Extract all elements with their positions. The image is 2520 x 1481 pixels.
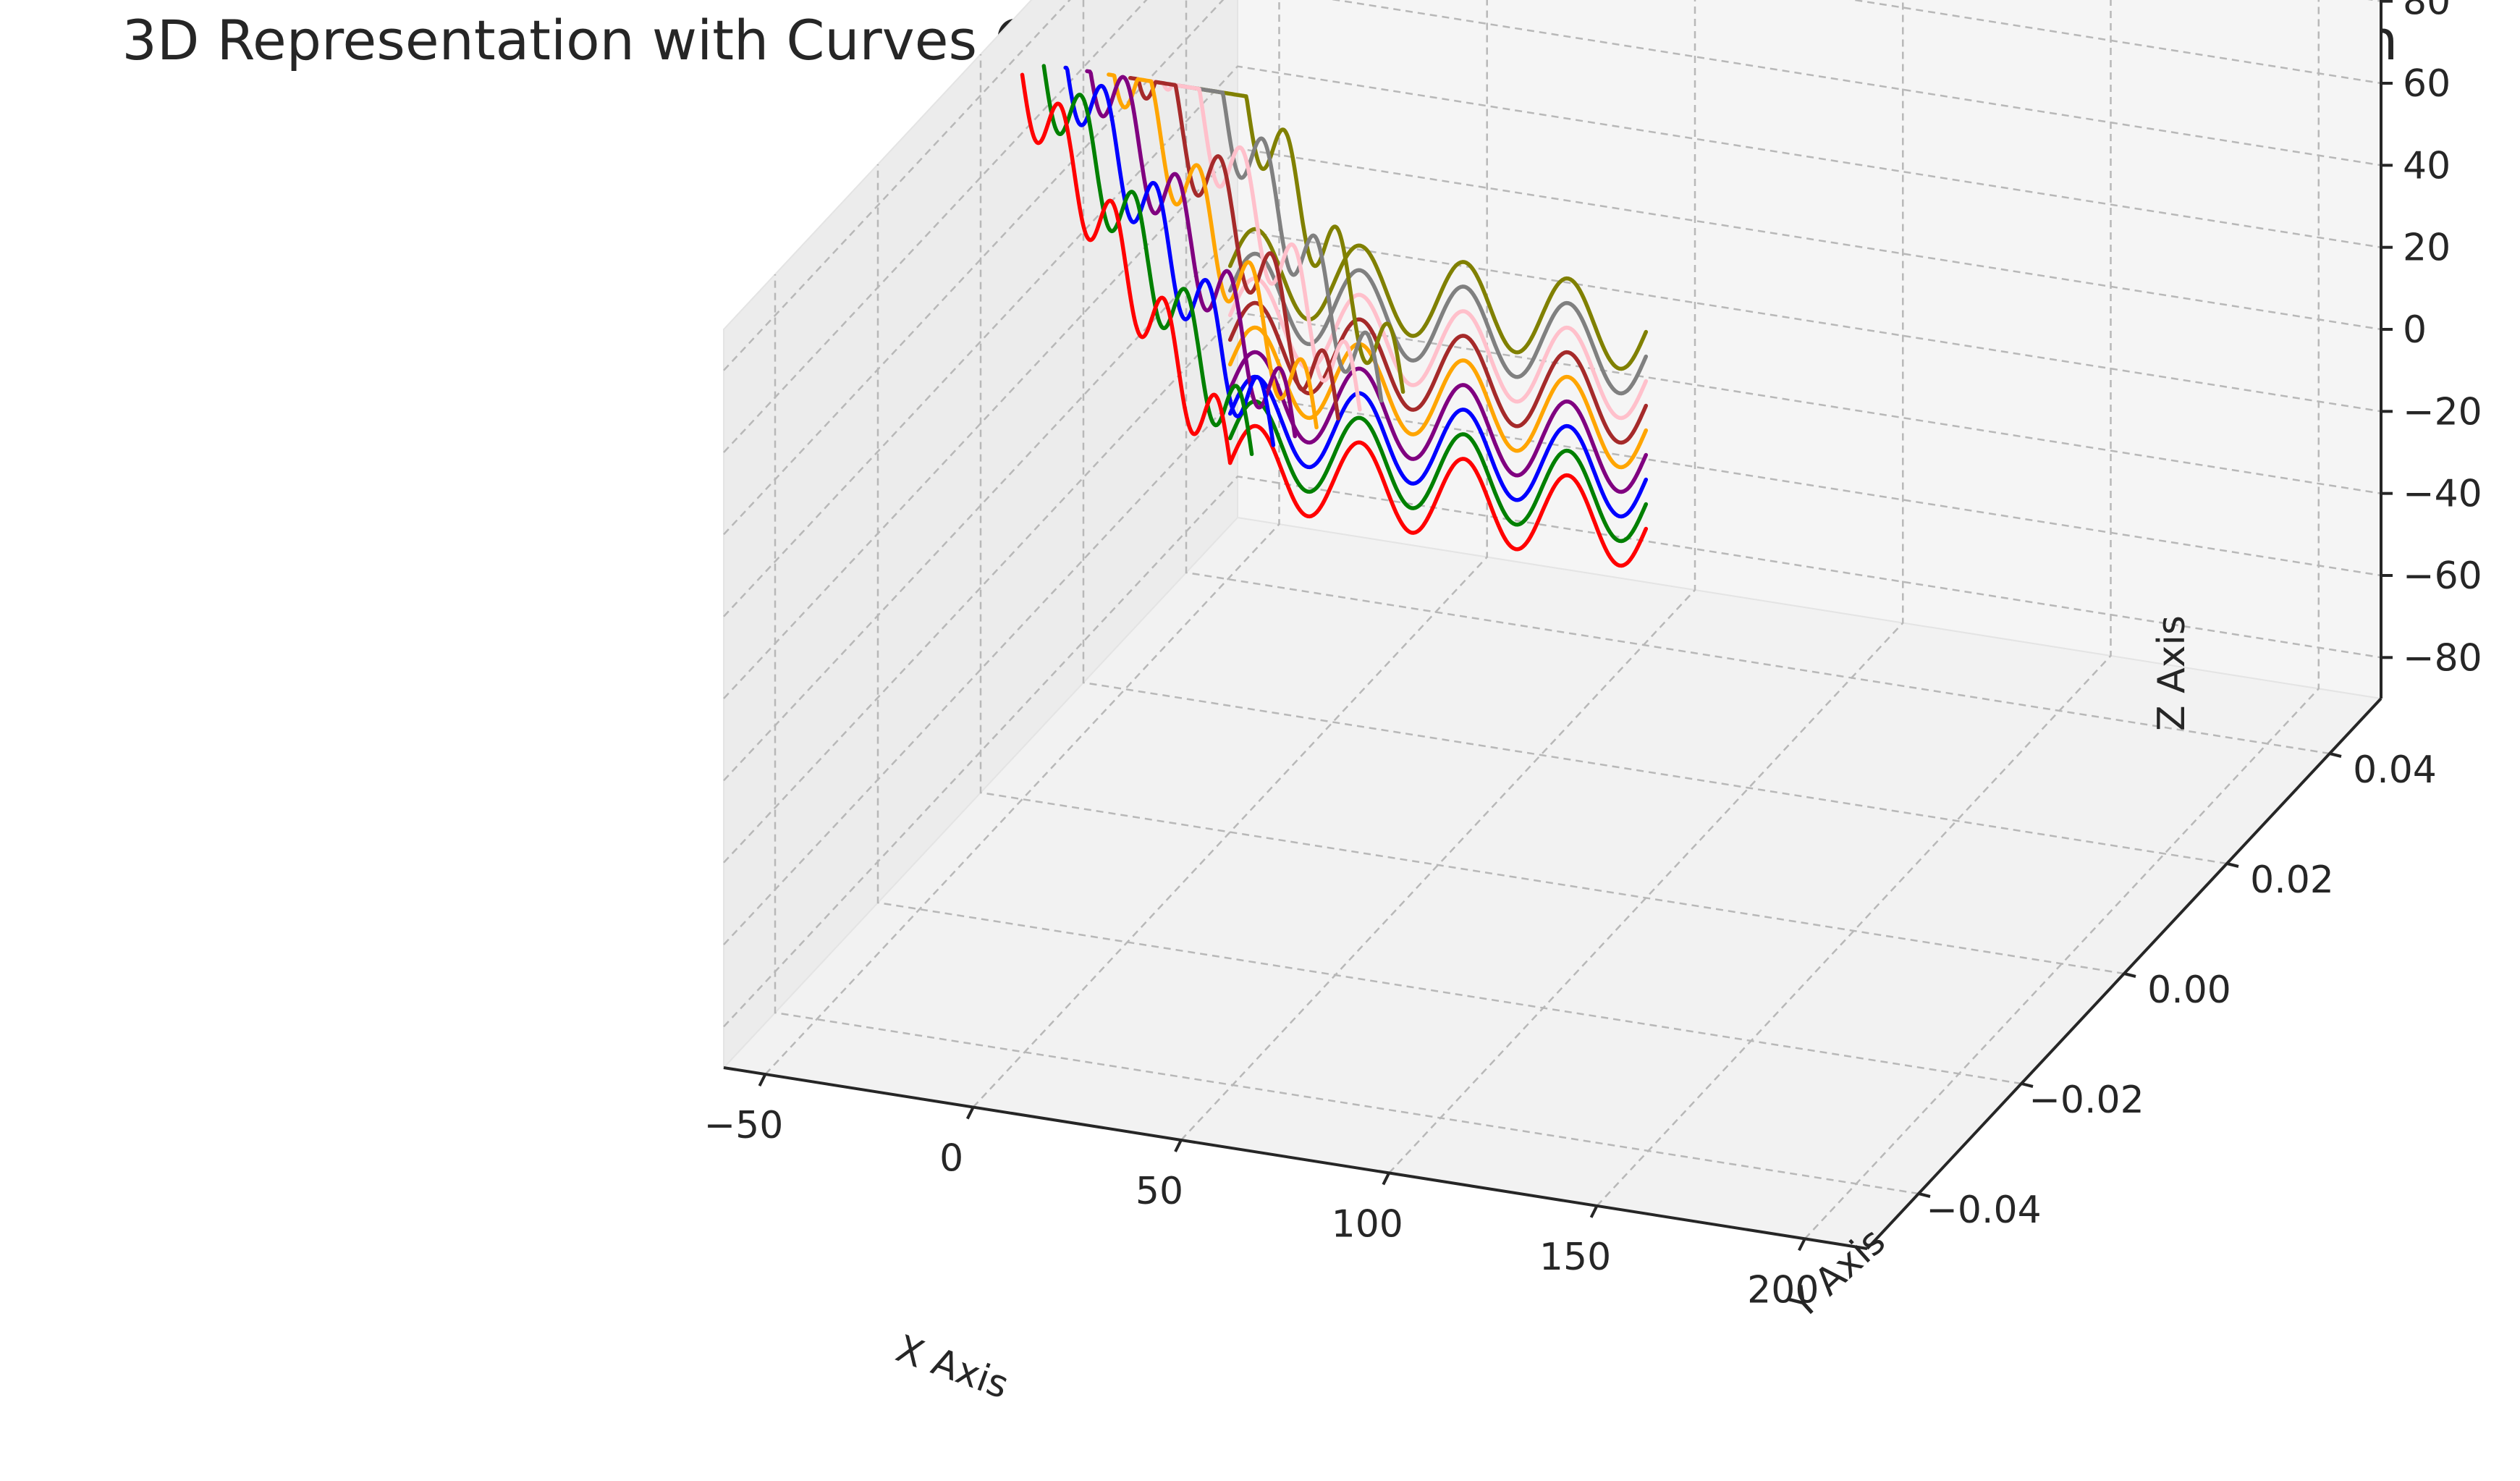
x-axis-line: [723, 1066, 1868, 1250]
y-tick-label: 0.00: [2147, 969, 2231, 1012]
curve-b-4: [1107, 72, 1319, 430]
y-tick-label: −0.04: [1926, 1189, 2041, 1232]
x-tick-mark: [1174, 1139, 1183, 1152]
z-grid-line: [723, 0, 2382, 453]
z-tick-label: 80: [2403, 0, 2451, 24]
x-tick-label: 50: [1136, 1170, 1183, 1213]
x-tick-mark: [1798, 1238, 1806, 1252]
axes: −50050100150200−0.04−0.020.000.020.04−80…: [704, 0, 2482, 1312]
y-grid-line: [1082, 0, 2228, 865]
y-tick-label: 0.02: [2250, 858, 2334, 902]
x-tick-label: 0: [939, 1137, 963, 1181]
curve-a-1: [1227, 399, 1649, 544]
z-tick-label: −40: [2403, 473, 2482, 516]
x-tick-label: 150: [1539, 1236, 1611, 1279]
z-grid-line: [723, 0, 2382, 536]
curve-a-7: [1227, 251, 1649, 396]
curve-b-8: [1193, 86, 1405, 394]
curve-a-2: [1227, 374, 1649, 519]
y-grid-line: [774, 274, 1919, 1195]
x-tick-label: 100: [1332, 1202, 1403, 1246]
z-tick-label: −60: [2403, 554, 2482, 598]
y-tick-mark: [2123, 972, 2136, 978]
x-tick-mark: [758, 1073, 767, 1087]
y-grid-line: [876, 164, 2022, 1085]
y-tick-mark: [1918, 1192, 1931, 1198]
y-tick-label: 0.04: [2353, 748, 2437, 792]
x-tick-mark: [965, 1106, 975, 1120]
curve-b-7: [1171, 83, 1384, 403]
y-grid-line: [979, 54, 2125, 975]
x-tick-label: 200: [1747, 1268, 1819, 1312]
curve-b-6: [1149, 79, 1362, 412]
z-grid-line: [723, 65, 2382, 617]
x-tick-mark: [1382, 1172, 1391, 1186]
curve-b-5: [1128, 75, 1340, 421]
curves: [1020, 64, 1649, 568]
x-tick-mark: [1589, 1205, 1599, 1218]
x-grid-line: [1180, 0, 1696, 1141]
z-grid-line: [723, 229, 2382, 782]
z-tick-label: −80: [2403, 636, 2482, 680]
x-grid-line: [1388, 0, 1904, 1174]
z-tick-label: 0: [2403, 308, 2427, 352]
x-grid-line: [1596, 0, 2112, 1207]
curve-b-1: [1041, 64, 1254, 457]
x-grid-line: [972, 0, 1488, 1108]
z-tick-label: 20: [2403, 227, 2451, 270]
curve-a-8: [1227, 227, 1649, 371]
curve-a-0: [1227, 423, 1649, 568]
z-tick-label: 60: [2403, 62, 2451, 106]
z-tick-label: 40: [2403, 144, 2451, 187]
x-axis-label: X Axis: [890, 1327, 1014, 1407]
x-grid-line: [1804, 0, 2320, 1240]
curve-a-4: [1227, 325, 1649, 470]
z-grid-line: [723, 475, 2382, 1028]
z-grid-line: [723, 0, 2382, 371]
z-axis-label: Z Axis: [2150, 615, 2194, 731]
y-tick-label: −0.02: [2029, 1079, 2144, 1122]
y-tick-mark: [2226, 862, 2239, 868]
y-tick-mark: [2021, 1082, 2034, 1088]
curve-b-2: [1063, 65, 1276, 447]
curve-b-0: [1020, 72, 1232, 465]
y-tick-mark: [2329, 752, 2342, 758]
x-tick-label: −50: [704, 1104, 784, 1147]
y-grid-line: [1185, 0, 2330, 755]
z-tick-label: −20: [2403, 390, 2482, 434]
curve-a-3: [1227, 350, 1649, 494]
curve-b-3: [1085, 69, 1298, 439]
x-grid-line: [764, 0, 1280, 1075]
